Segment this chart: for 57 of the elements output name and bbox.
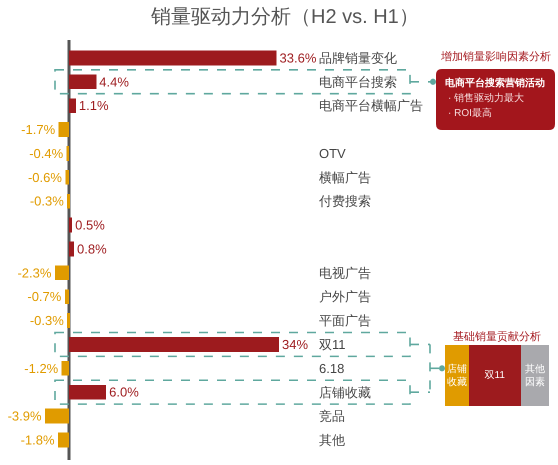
series-label: 店铺收藏 bbox=[446, 363, 467, 388]
data-label: -0.3% bbox=[30, 194, 64, 209]
y-tick-label: 6.18 bbox=[319, 360, 344, 376]
data-label: 33.6% bbox=[280, 50, 317, 66]
chart-title: 销量驱动力分析（H2 vs. H1） bbox=[150, 6, 419, 28]
bar bbox=[69, 50, 277, 66]
bar bbox=[69, 384, 106, 400]
chart-title: 基础销量贡献分析 bbox=[453, 330, 541, 343]
y-tick-label: 品牌销量变化 bbox=[319, 50, 397, 66]
bar bbox=[58, 432, 70, 448]
bar bbox=[69, 218, 72, 232]
bar bbox=[58, 122, 70, 137]
y-tick-label: 户外广告 bbox=[319, 289, 371, 304]
bar bbox=[64, 289, 70, 304]
data-label: 1.1% bbox=[78, 98, 109, 114]
series-label: 其他因素 bbox=[524, 363, 545, 388]
data-label: 0.5% bbox=[75, 218, 106, 233]
bar bbox=[65, 170, 70, 185]
bar bbox=[62, 360, 70, 376]
bar bbox=[69, 98, 76, 114]
data-label: -1.8% bbox=[20, 432, 55, 448]
text: 电商平台搜索营销活动 bbox=[445, 77, 545, 89]
data-label: -0.4% bbox=[29, 146, 64, 161]
bar bbox=[67, 194, 70, 209]
data-label: 0.8% bbox=[77, 241, 108, 256]
text: · ROI最高 bbox=[448, 107, 492, 119]
y-tick-label: 店铺收藏 bbox=[319, 384, 371, 400]
series-label: 双11 bbox=[484, 370, 506, 381]
data-label: 34% bbox=[282, 336, 308, 352]
y-tick-label: 平面广告 bbox=[319, 313, 371, 328]
data-label: -1.2% bbox=[24, 360, 59, 376]
y-tick-label: 电商平台横幅广告 bbox=[319, 98, 423, 114]
text: 增加销量影响因素分析 bbox=[440, 50, 551, 63]
bar bbox=[69, 242, 74, 256]
bar bbox=[54, 265, 70, 280]
y-tick-label: 双11 bbox=[319, 336, 346, 352]
y-tick-label: 其他 bbox=[319, 432, 345, 448]
y-tick-label: 付费搜索 bbox=[318, 194, 371, 209]
bar bbox=[45, 408, 70, 424]
data-label: -0.3% bbox=[30, 313, 64, 328]
y-tick-label: 横幅广告 bbox=[319, 170, 371, 185]
bar bbox=[69, 74, 96, 90]
data-label: 6.0% bbox=[109, 384, 140, 400]
y-tick-label: OTV bbox=[319, 146, 346, 161]
data-label: -0.6% bbox=[28, 170, 62, 185]
y-tick-label: 竞品 bbox=[319, 408, 345, 424]
data-label: -1.7% bbox=[21, 122, 56, 138]
y-tick-label: 电商平台搜索 bbox=[319, 74, 397, 90]
bar bbox=[67, 313, 70, 328]
data-label: -3.9% bbox=[8, 408, 42, 424]
y-tick-label: 电视广告 bbox=[319, 265, 371, 280]
data-label: -2.3% bbox=[17, 265, 52, 280]
bar bbox=[66, 146, 70, 161]
data-label: 4.4% bbox=[99, 74, 130, 90]
bar bbox=[69, 337, 279, 352]
text: · 销售驱动力最大 bbox=[448, 92, 524, 104]
data-label: -0.7% bbox=[27, 289, 62, 304]
